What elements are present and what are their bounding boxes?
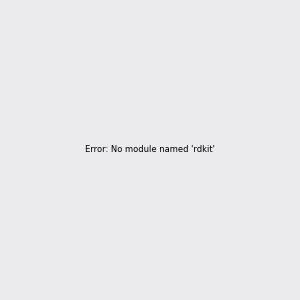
Text: Error: No module named 'rdkit': Error: No module named 'rdkit': [85, 146, 215, 154]
